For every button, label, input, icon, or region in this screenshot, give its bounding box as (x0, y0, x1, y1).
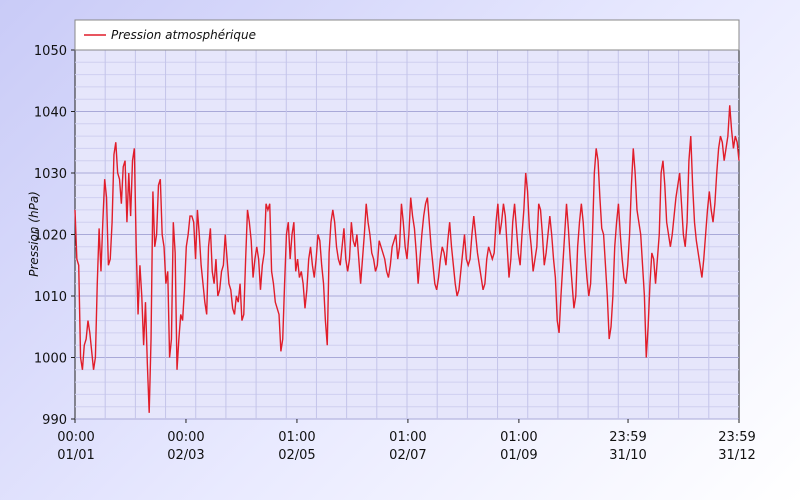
x-tick-label-date: 02/07 (389, 448, 426, 463)
y-tick-label: 1030 (34, 167, 67, 182)
x-tick-label-date: 02/03 (167, 448, 204, 463)
x-tick-label-date: 31/12 (718, 448, 755, 463)
legend-label: Pression atmosphérique (111, 28, 256, 42)
y-axis-ticks: 990 1000 1010 1020 1030 1040 1050 (34, 44, 75, 428)
y-tick-label: 1040 (34, 106, 67, 121)
x-axis-ticks: 00:00 01/01 00:00 02/03 01:00 02/05 01:00 02/07… (57, 419, 756, 463)
x-tick-label-time: 00:00 (167, 430, 204, 445)
x-tick-label-date: 31/10 (609, 448, 646, 463)
series-line-pression (74, 105, 740, 413)
y-tick-label: 1000 (34, 352, 67, 367)
x-tick-label-time: 00:00 (57, 430, 94, 445)
x-tick-label-date: 01/01 (57, 448, 94, 463)
legend: Pression atmosphérique (74, 19, 740, 51)
x-tick-label-time: 01:00 (389, 430, 426, 445)
y-tick-label: 1050 (34, 44, 67, 59)
y-tick-label: 1010 (34, 290, 67, 305)
y-tick-label: 990 (42, 413, 67, 428)
x-tick-label-time: 23:59 (609, 430, 646, 445)
x-tick-label-time: 01:00 (278, 430, 315, 445)
y-tick-label: 1020 (34, 229, 67, 244)
x-tick-label-date: 01/09 (500, 448, 537, 463)
legend-box (74, 19, 740, 51)
x-tick-label-time: 01:00 (500, 430, 537, 445)
x-tick-label-date: 02/05 (278, 448, 315, 463)
x-tick-label-time: 23:59 (718, 430, 755, 445)
y-axis-title: Pression (hPa) (27, 191, 41, 277)
